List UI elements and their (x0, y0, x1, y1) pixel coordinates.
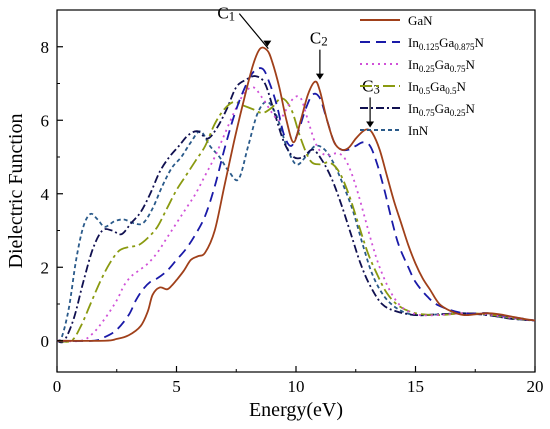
legend-label: In0.125Ga0.875N (408, 35, 485, 52)
series-line-inn (56, 100, 536, 342)
x-tick-label: 5 (172, 377, 181, 396)
peak-label-main: C (310, 29, 321, 48)
x-axis: 0 5 10 15 20 (53, 366, 544, 396)
legend-label: GaN (408, 13, 433, 28)
y-tick-label: 2 (41, 258, 50, 277)
legend-label: In0.25Ga0.75N (408, 57, 476, 74)
peak-label-sub: 1 (229, 9, 236, 24)
y-tick-label: 8 (41, 38, 50, 57)
x-tick-label: 10 (288, 377, 305, 396)
series-line-gan (56, 46, 536, 342)
peak-label-main: C (217, 4, 228, 23)
legend-label: InN (408, 123, 429, 138)
x-tick-label: 15 (407, 377, 424, 396)
series-line-in0-5ga0-5n (56, 97, 536, 343)
legend-label: In0.75Ga0.25N (408, 101, 476, 118)
peak-arrow (238, 13, 269, 49)
peak-label-sub: 2 (321, 34, 328, 49)
x-tick-label: 20 (527, 377, 544, 396)
y-tick-label: 4 (41, 185, 50, 204)
series-line-in0-25ga0-75n (56, 86, 536, 343)
peak-label-c1: C1 (217, 4, 235, 24)
y-tick-label: 6 (41, 111, 50, 130)
x-axis-title: Energy(eV) (249, 399, 343, 421)
legend-label: In0.5Ga0.5N (408, 79, 467, 96)
peak-label-sub: 3 (373, 81, 380, 96)
peak-label-c2: C2 (310, 29, 328, 49)
legend: GaN In0.125Ga0.875N In0.25Ga0.75N In0.5Ga0.… (360, 13, 485, 138)
x-tick-label: 0 (53, 377, 62, 396)
y-axis-title: Dielectric Function (5, 114, 27, 269)
y-axis: 0 2 4 6 8 (41, 38, 63, 351)
peak-arrow-head (315, 73, 324, 80)
peak-arrow-head (366, 121, 375, 128)
series-layer (56, 46, 536, 344)
y-tick-label: 0 (41, 332, 50, 351)
series-line-in0-125ga0-875n (56, 67, 536, 342)
series-line-in0-75ga0-25n (56, 75, 536, 344)
peak-arrow-head (263, 40, 272, 47)
